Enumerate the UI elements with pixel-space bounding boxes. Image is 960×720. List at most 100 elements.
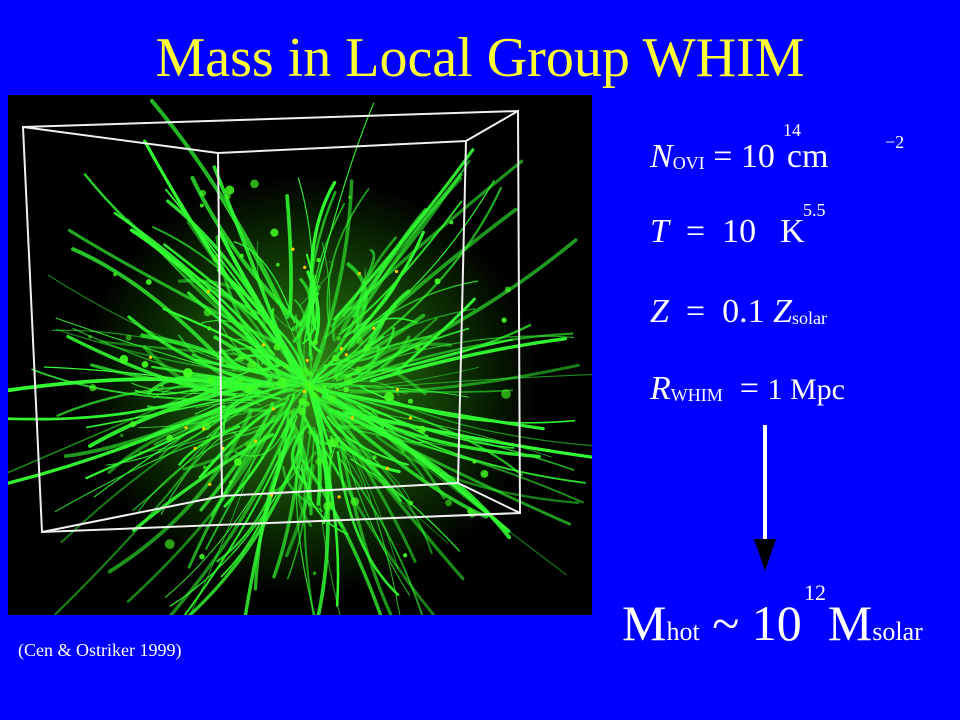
filament-node	[343, 386, 350, 393]
filament-node	[336, 335, 341, 341]
filament	[388, 398, 592, 447]
filament-node	[298, 407, 306, 416]
filament-node	[202, 465, 207, 470]
filament	[297, 285, 321, 376]
filament	[56, 384, 294, 417]
filament-node	[145, 279, 152, 285]
halo-point	[357, 271, 361, 276]
filament	[308, 383, 408, 395]
filament-node	[434, 278, 441, 285]
filament-node	[316, 258, 321, 263]
filament	[341, 444, 411, 596]
t-exponent: 5.5	[803, 200, 826, 220]
filament-node	[199, 203, 204, 208]
filament-node	[125, 334, 132, 341]
filament	[343, 269, 405, 338]
filament	[55, 317, 272, 384]
filament	[330, 159, 524, 328]
filament	[309, 316, 387, 385]
halo-point	[206, 290, 210, 294]
filament	[375, 435, 580, 504]
filament-node	[408, 398, 413, 404]
filament-node	[501, 317, 507, 323]
filament	[205, 397, 290, 550]
filament-node	[253, 386, 257, 390]
filament-node	[88, 335, 92, 339]
filament-node	[403, 553, 408, 558]
filament-node	[284, 364, 289, 369]
slide-title: Mass in Local Group WHIM	[155, 27, 805, 89]
filament	[163, 243, 257, 320]
filament	[99, 340, 259, 357]
filament-node	[312, 571, 317, 576]
filament-node	[372, 455, 377, 460]
halo-point	[291, 247, 295, 251]
z-symbol: Z	[650, 293, 669, 330]
filament	[295, 399, 316, 615]
halo-point	[408, 416, 413, 420]
filament-node	[414, 344, 421, 351]
filament	[55, 328, 243, 373]
filament	[306, 179, 354, 386]
filament	[326, 188, 370, 326]
filament	[8, 382, 232, 421]
filament	[190, 175, 302, 327]
filament	[285, 194, 293, 315]
t-symbol: T	[650, 213, 669, 250]
filament	[127, 315, 274, 388]
filament-node	[449, 220, 454, 225]
filament	[186, 220, 309, 385]
filament	[329, 392, 474, 449]
filament-node	[276, 262, 280, 267]
halo-point	[184, 426, 188, 430]
filament-node	[333, 374, 338, 379]
filament-node	[350, 497, 360, 506]
m-rhs: ~ 10	[699, 595, 802, 651]
filament-node	[480, 470, 489, 478]
n-unit: cm	[786, 138, 829, 175]
filament	[297, 177, 314, 357]
m-symbol: M	[622, 595, 667, 651]
filament-node	[298, 397, 306, 406]
filament	[326, 332, 574, 390]
filament	[106, 392, 251, 466]
filament-node	[203, 308, 212, 317]
filament	[362, 414, 575, 471]
filament	[361, 180, 495, 331]
n-exponent: 14	[783, 120, 801, 140]
filament	[298, 261, 334, 307]
filament-node	[344, 375, 353, 385]
filament	[349, 207, 518, 349]
filament-node	[355, 366, 362, 373]
filament	[323, 159, 471, 339]
filament-node	[327, 438, 335, 447]
filament	[182, 393, 291, 471]
filament	[349, 363, 580, 394]
filament	[195, 401, 261, 409]
t-unit: K	[780, 213, 805, 250]
filament-node	[408, 501, 414, 506]
n-symbol: N	[650, 138, 673, 175]
filament	[315, 405, 330, 615]
r-symbol: R	[650, 370, 671, 407]
filament-node	[314, 385, 322, 392]
filament	[143, 407, 271, 442]
filament	[338, 200, 463, 336]
filament-node	[166, 434, 174, 442]
filament-node	[129, 421, 137, 428]
filament	[243, 425, 295, 615]
filament	[233, 241, 296, 324]
z-subscript: solar	[792, 308, 828, 328]
filament	[164, 386, 308, 598]
filament	[342, 249, 376, 317]
filament	[54, 429, 246, 513]
equation-temperature: T = 10 K	[650, 215, 805, 249]
filament	[380, 317, 438, 368]
filament	[290, 420, 313, 516]
down-arrow-icon	[754, 425, 776, 571]
filament	[324, 366, 480, 388]
halo-point	[262, 343, 266, 347]
filament-node	[199, 189, 207, 197]
filament-node	[445, 499, 452, 507]
t-rhs: = 10	[668, 213, 757, 250]
